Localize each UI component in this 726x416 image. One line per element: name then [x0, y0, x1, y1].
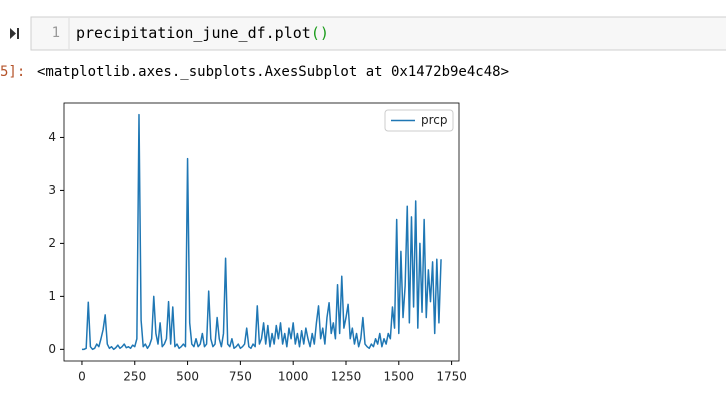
x-tick-label: 750	[229, 370, 252, 384]
line-number: 1	[52, 25, 60, 41]
run-icon[interactable]	[10, 28, 16, 39]
y-tick-label: 3	[48, 183, 56, 197]
data-line	[81, 113, 442, 351]
x-tick-label: 1250	[331, 370, 362, 384]
run-icon-bar	[17, 28, 19, 39]
x-tick-label: 250	[123, 370, 146, 384]
legend-label: prcp	[421, 113, 448, 127]
code-text: precipitation_june_df.plot	[76, 24, 311, 42]
x-tick-label: 1750	[436, 370, 467, 384]
y-tick-label: 4	[48, 130, 56, 144]
plot-frame	[63, 102, 460, 362]
output-prompt: 5]:	[0, 64, 25, 80]
y-tick-label: 0	[48, 342, 56, 356]
output-text: <matplotlib.axes._subplots.AxesSubplot a…	[37, 64, 509, 80]
chart: 0 250 500 750 1000 1250 1500 1750 0 1 2 3 4 prcp	[48, 102, 467, 384]
y-tick-label: 2	[48, 236, 56, 250]
x-tick-label: 1000	[278, 370, 309, 384]
x-tick-label: 1500	[384, 370, 415, 384]
x-tick-label: 500	[176, 370, 199, 384]
legend-box	[384, 109, 454, 132]
x-tick-label: 0	[78, 370, 86, 384]
code: precipitation_june_df.plot()	[76, 24, 329, 42]
code-parens: ()	[311, 24, 329, 42]
y-tick-label: 1	[48, 289, 56, 303]
code-cell[interactable]	[30, 16, 726, 51]
